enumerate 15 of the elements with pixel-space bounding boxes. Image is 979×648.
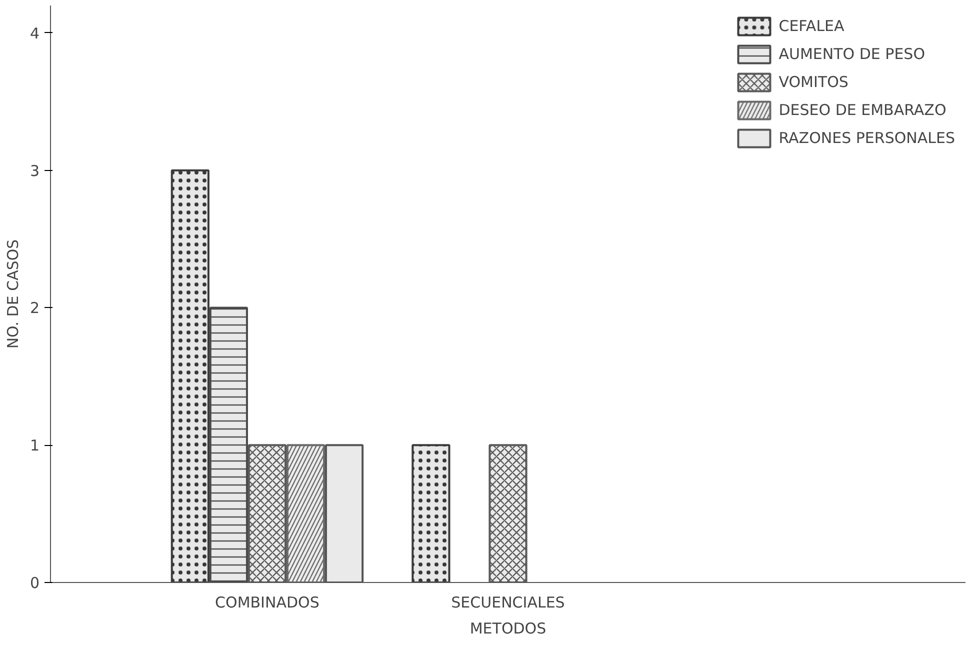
legend-label: DESEO DE EMBARAZO	[778, 101, 946, 119]
x-tick-label: COMBINADOS	[215, 594, 320, 612]
x-tick-label: SECUENCIALES	[451, 594, 565, 612]
y-tick-label: 1	[30, 436, 40, 455]
y-tick-label: 3	[30, 162, 40, 180]
legend-label: CEFALEA	[778, 17, 844, 35]
y-tick-label: 4	[30, 24, 40, 42]
x-axis-title: METODOS	[470, 620, 546, 638]
bar	[324, 444, 364, 582]
y-tick-label: 2	[30, 299, 40, 318]
y-tick-label: 0	[30, 574, 40, 592]
legend-label: VOMITOS	[778, 73, 848, 91]
legend-label: AUMENTO DE PESO	[778, 45, 925, 63]
y-axis-title: NO. DE CASOS	[4, 239, 22, 349]
legend-label: RAZONES PERSONALES	[778, 129, 955, 147]
